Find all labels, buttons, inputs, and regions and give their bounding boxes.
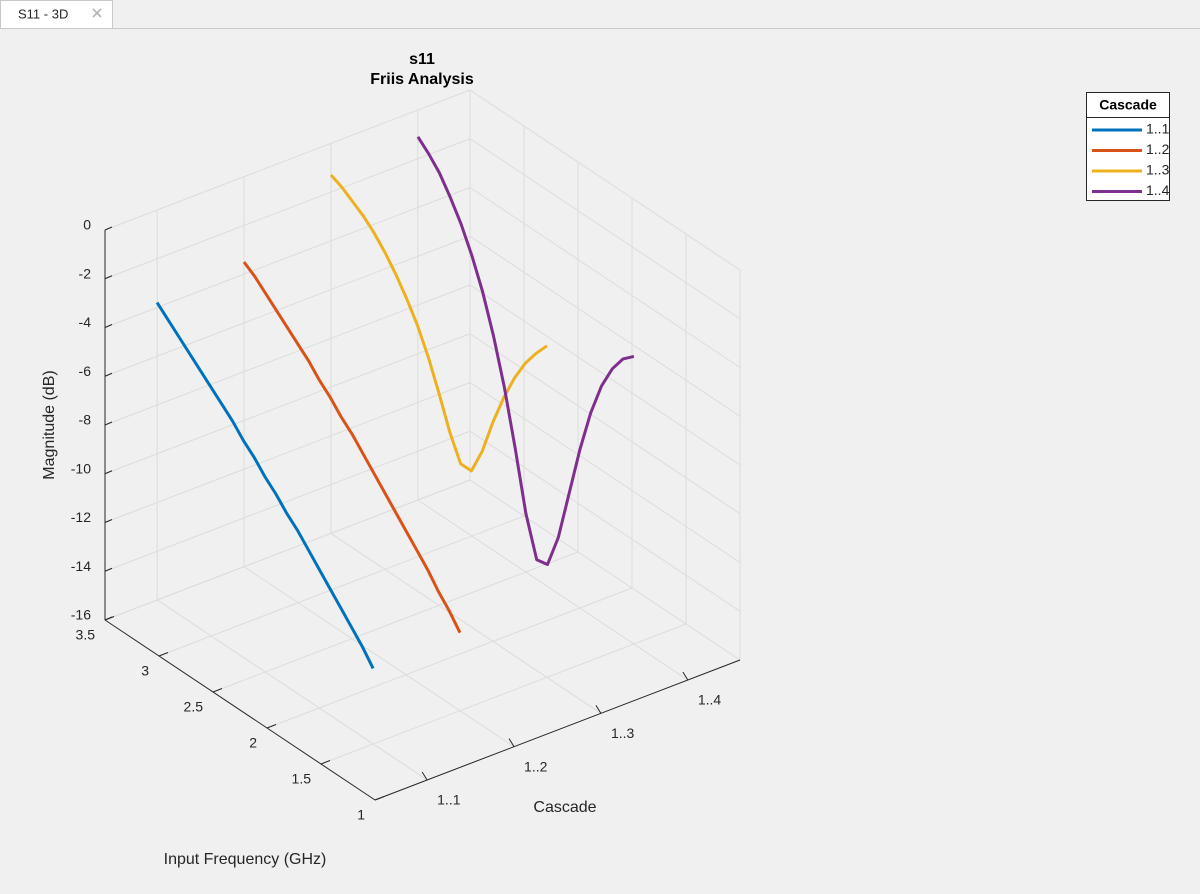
grid-line [243, 566, 515, 748]
grid-line [158, 515, 525, 657]
grid-line [469, 382, 741, 563]
z-tick-label: -8 [79, 412, 92, 428]
x-tick [104, 616, 115, 621]
grid-line [104, 89, 471, 231]
y-tick-label: 1..4 [698, 692, 722, 708]
y-tick-label: 1..3 [611, 725, 635, 741]
x-tick-label: 3.5 [76, 627, 96, 643]
z-tick [104, 421, 113, 426]
grid-line [469, 479, 741, 661]
grid-line [104, 430, 471, 572]
grid-line [156, 599, 428, 781]
legend-title: Cascade [1099, 97, 1157, 113]
chart-title: s11 [409, 51, 435, 68]
y-tick [682, 671, 689, 681]
series-line [329, 174, 548, 473]
grid-line [469, 430, 741, 612]
x-tick [212, 688, 223, 693]
x-tick [374, 796, 385, 801]
x-tick [266, 724, 277, 729]
grid-line [212, 551, 579, 693]
z-tick [104, 567, 113, 572]
tab-label: S11 - 3D [18, 6, 68, 21]
z-tick [104, 324, 113, 328]
z-tick [104, 226, 113, 231]
grid-line [469, 333, 741, 515]
series-line [155, 301, 375, 670]
z-tick [104, 275, 113, 280]
x-axis-label: Input Frequency (GHz) [164, 851, 327, 868]
z-tick-label: -2 [79, 265, 92, 281]
legend-box [1086, 92, 1170, 201]
x-tick-label: 3 [141, 663, 149, 679]
x-tick [158, 652, 169, 657]
grid-line [469, 235, 741, 417]
grid-line [469, 138, 741, 320]
grid-line [469, 89, 741, 271]
z-tick [104, 470, 113, 475]
legend-label: 1..1 [1146, 121, 1170, 137]
grid-line [330, 532, 602, 714]
tab[interactable] [0, 0, 113, 29]
grid-line [104, 187, 471, 328]
y-tick-label: 1..1 [437, 792, 461, 808]
legend-label: 1..4 [1146, 182, 1170, 198]
z-tick-label: -14 [71, 558, 91, 574]
z-tick-label: -16 [71, 607, 91, 623]
legend-label: 1..2 [1146, 141, 1170, 157]
z-tick-label: -10 [71, 460, 91, 476]
grid-line [469, 187, 741, 368]
grid-line [417, 499, 689, 681]
y-tick-label: 1..2 [524, 758, 548, 774]
grid-line [104, 138, 471, 280]
y-tick [595, 705, 602, 714]
tab-close[interactable] [92, 8, 102, 18]
grid-line [104, 479, 471, 621]
z-tick [104, 372, 113, 377]
y-tick [421, 771, 428, 781]
z-tick-label: -4 [79, 314, 92, 330]
y-axis [374, 659, 741, 801]
z-tick [104, 519, 113, 523]
chart-subtitle: Friis Analysis [370, 71, 474, 88]
x-axis [104, 619, 376, 801]
grid-line [104, 235, 471, 377]
grid-line [104, 333, 471, 475]
grid-line [266, 587, 633, 729]
x-tick-label: 2.5 [184, 699, 204, 715]
x-tick-label: 1 [357, 807, 365, 823]
z-tick-label: -12 [71, 509, 91, 525]
z-tick-label: -6 [79, 363, 92, 379]
y-tick [508, 738, 515, 747]
grid-line [104, 382, 471, 523]
series-line [242, 261, 462, 634]
legend-label: 1..3 [1146, 162, 1170, 178]
x-tick-label: 1.5 [292, 771, 312, 787]
y-axis-label: Cascade [533, 799, 596, 816]
x-tick [320, 760, 331, 765]
z-tick-label: 0 [83, 217, 91, 233]
x-tick-label: 2 [249, 735, 257, 751]
grid-line [320, 623, 687, 765]
series-line [416, 135, 635, 566]
grid-line [469, 284, 741, 466]
z-axis-label: Magnitude (dB) [41, 370, 58, 479]
